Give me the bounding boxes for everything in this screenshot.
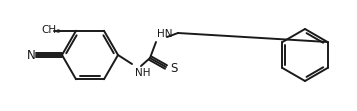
Text: CH₃: CH₃: [41, 25, 61, 35]
Text: NH: NH: [135, 68, 151, 78]
Text: N: N: [27, 49, 35, 61]
Text: HN: HN: [157, 29, 172, 39]
Text: S: S: [170, 62, 177, 75]
